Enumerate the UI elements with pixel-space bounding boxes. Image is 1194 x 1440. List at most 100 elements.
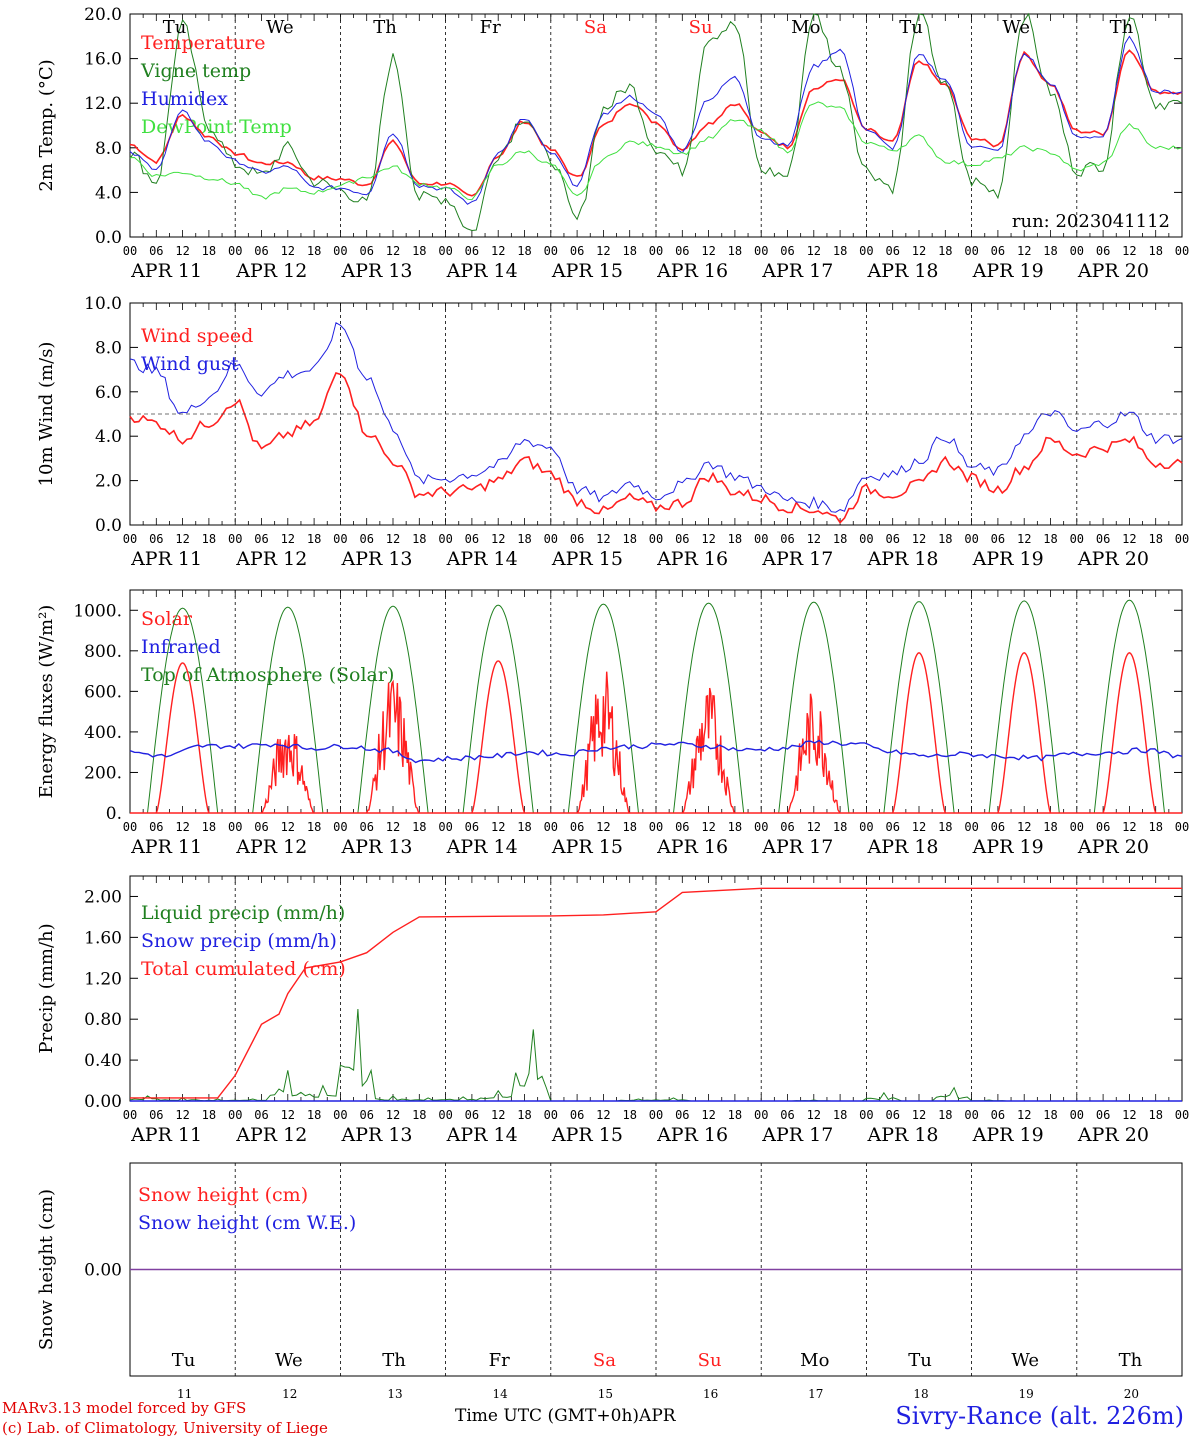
legend-solar: Solar	[141, 608, 193, 630]
hour-label: 18	[1043, 820, 1057, 834]
hour-label: 12	[912, 820, 926, 834]
hour-label: 12	[701, 532, 715, 546]
hour-label: 06	[1096, 244, 1110, 258]
day-number: 17	[808, 1387, 823, 1401]
y-tick-label: 2.00	[84, 887, 122, 907]
date-label: APR 14	[446, 548, 518, 570]
y-tick-label: 0.00	[84, 1261, 122, 1281]
y-tick-label: 0.80	[84, 1010, 122, 1030]
hour-label: 12	[175, 820, 189, 834]
date-label: APR 15	[551, 260, 623, 282]
hour-label: 18	[622, 532, 636, 546]
weekday-label: Tu	[163, 17, 187, 38]
hour-label: 06	[570, 820, 584, 834]
hour-label: 18	[307, 532, 321, 546]
hour-label: 00	[754, 1108, 768, 1122]
hour-label: 06	[885, 1108, 899, 1122]
y-tick-label: 1000.	[73, 601, 122, 621]
hour-label: 00	[964, 1108, 978, 1122]
hour-label: 18	[1043, 1108, 1057, 1122]
y-tick-label: 8.0	[95, 139, 122, 159]
day-number: 13	[387, 1387, 402, 1401]
legend-humidex: Humidex	[141, 88, 228, 110]
hour-label: 18	[1148, 1108, 1162, 1122]
hour-label: 06	[465, 820, 479, 834]
date-label: APR 11	[130, 260, 202, 282]
hour-label: 00	[333, 1108, 347, 1122]
date-label: APR 20	[1077, 548, 1149, 570]
hour-label: 12	[386, 532, 400, 546]
date-label: APR 17	[761, 836, 833, 858]
y-tick-label: 800.	[84, 642, 122, 662]
date-label: APR 15	[551, 836, 623, 858]
y-tick-label: 0.00	[84, 1092, 122, 1112]
hour-label: 18	[1148, 532, 1162, 546]
date-label: APR 17	[761, 1124, 833, 1146]
hour-label: 00	[754, 532, 768, 546]
hour-label: 06	[991, 1108, 1005, 1122]
hour-label: 00	[859, 244, 873, 258]
weekday-label: Th	[373, 17, 397, 38]
hour-label: 00	[859, 1108, 873, 1122]
y-tick-label: 20.0	[84, 5, 122, 25]
legend-wind-gust: Wind gust	[141, 353, 239, 375]
hour-label: 00	[438, 532, 452, 546]
hour-label: 18	[1148, 244, 1162, 258]
y-axis-title: Energy fluxes (W/m²)	[36, 605, 57, 799]
hour-label: 06	[885, 244, 899, 258]
credit-line-1: MARv3.13 model forced by GFS	[2, 1399, 247, 1417]
hour-label: 00	[754, 244, 768, 258]
hour-label: 18	[412, 532, 426, 546]
hour-label: 12	[281, 532, 295, 546]
hour-label: 00	[438, 820, 452, 834]
hour-label: 06	[1096, 820, 1110, 834]
hour-label: 00	[1175, 244, 1189, 258]
weekday-label: Sa	[593, 1350, 616, 1371]
y-tick-label: 600.	[84, 682, 122, 702]
hour-label: 06	[149, 820, 163, 834]
hour-label: 12	[491, 820, 505, 834]
hour-label: 00	[438, 1108, 452, 1122]
hour-label: 12	[701, 1108, 715, 1122]
weekday-label: Tu	[908, 1350, 932, 1371]
hour-label: 18	[517, 1108, 531, 1122]
date-label: APR 16	[656, 548, 728, 570]
legend-total-cumulated-cm-: Total cumulated (cm)	[141, 958, 346, 980]
hour-label: 06	[780, 244, 794, 258]
date-label: APR 17	[761, 548, 833, 570]
hour-label: 00	[123, 244, 137, 258]
hour-label: 12	[281, 1108, 295, 1122]
hour-label: 12	[596, 532, 610, 546]
hour-label: 06	[885, 820, 899, 834]
hour-label: 18	[622, 820, 636, 834]
day-number: 12	[282, 1387, 297, 1401]
hour-label: 12	[701, 820, 715, 834]
hour-label: 06	[465, 532, 479, 546]
date-label: APR 12	[235, 548, 307, 570]
day-number: 20	[1124, 1387, 1139, 1401]
hour-label: 06	[254, 244, 268, 258]
hour-label: 12	[912, 532, 926, 546]
hour-label: 18	[202, 244, 216, 258]
y-tick-label: 0.0	[95, 228, 122, 248]
hour-label: 06	[991, 820, 1005, 834]
hour-label: 00	[123, 820, 137, 834]
y-tick-label: 6.0	[95, 383, 122, 403]
hour-label: 12	[807, 820, 821, 834]
day-number: 16	[703, 1387, 718, 1401]
hour-label: 18	[202, 1108, 216, 1122]
date-label: APR 19	[972, 260, 1044, 282]
date-label: APR 13	[340, 1124, 412, 1146]
y-tick-label: 8.0	[95, 338, 122, 358]
hour-label: 18	[202, 532, 216, 546]
hour-label: 00	[1175, 1108, 1189, 1122]
hour-label: 12	[912, 1108, 926, 1122]
date-label: APR 18	[866, 548, 938, 570]
credit-line-2: (c) Lab. of Climatology, University of L…	[2, 1419, 328, 1437]
date-label: APR 13	[340, 260, 412, 282]
hour-label: 00	[333, 532, 347, 546]
weekday-label: Mo	[791, 17, 820, 38]
hour-label: 06	[780, 820, 794, 834]
hour-label: 12	[1017, 1108, 1031, 1122]
hour-label: 00	[964, 244, 978, 258]
